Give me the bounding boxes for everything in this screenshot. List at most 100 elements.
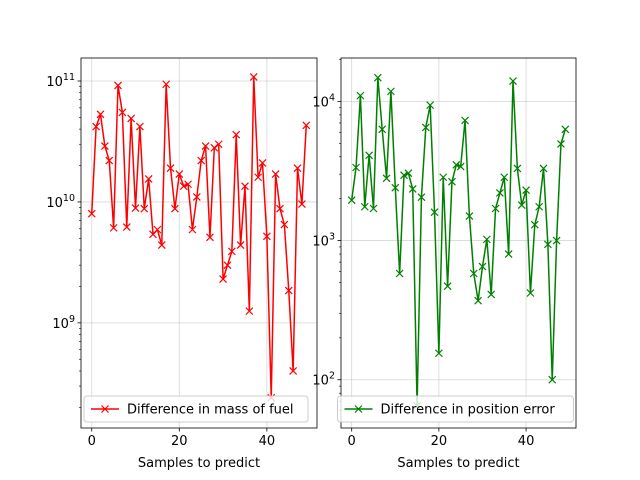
- data-point: [276, 204, 284, 213]
- data-point: [373, 73, 382, 82]
- data-point: [302, 121, 311, 130]
- data-point: [214, 140, 223, 149]
- data-point: [365, 151, 374, 160]
- legend-box: [83, 395, 309, 423]
- data-point: [289, 367, 298, 375]
- data-point: [118, 108, 127, 117]
- data-point: [144, 174, 153, 183]
- data-point: [105, 156, 114, 165]
- data-point: [548, 375, 557, 384]
- data-point: [509, 77, 517, 85]
- data-point: [456, 162, 465, 171]
- data-point: [539, 164, 548, 173]
- x-tick-label: 20: [431, 434, 448, 449]
- data-point: [522, 186, 531, 195]
- x-tick-label: 0: [88, 434, 96, 449]
- data-point: [100, 142, 109, 150]
- data-point: [369, 204, 378, 213]
- data-point: [157, 241, 166, 249]
- data-point: [188, 225, 197, 234]
- data-point: [280, 220, 289, 229]
- data-point: [382, 174, 391, 183]
- data-point: [284, 286, 293, 295]
- data-point: [500, 173, 509, 182]
- x-tick-label: 40: [259, 434, 276, 449]
- data-point: [356, 91, 365, 100]
- series-line: [90, 76, 308, 399]
- data-point: [395, 269, 404, 278]
- data-point: [122, 223, 131, 231]
- x-tick-label: 0: [348, 434, 356, 449]
- data-point: [258, 159, 267, 167]
- data-point: [469, 269, 478, 278]
- data-point: [223, 261, 232, 270]
- plot-area: [81, 58, 317, 428]
- data-point: [552, 236, 561, 245]
- data-point: [249, 73, 258, 81]
- legend: Difference in position error: [337, 395, 574, 423]
- data-point: [293, 164, 302, 173]
- legend-label: Difference in mass of fuel: [127, 403, 294, 418]
- data-point: [206, 233, 214, 242]
- legend-marker: [101, 405, 109, 413]
- data-point: [487, 290, 496, 299]
- legend: Difference in mass of fuel: [83, 395, 309, 423]
- axes-frame: [340, 57, 577, 429]
- data-point: [170, 204, 179, 213]
- data-point: [561, 125, 570, 134]
- data-point: [192, 192, 201, 201]
- data-point: [452, 160, 461, 169]
- data-point: [434, 349, 443, 358]
- data-point: [386, 87, 395, 96]
- data-point: [219, 275, 228, 284]
- series-0: [87, 73, 311, 402]
- data-point: [426, 101, 435, 110]
- data-point: [201, 142, 210, 150]
- y-tick-label: 1011: [46, 72, 75, 90]
- data-point: [162, 80, 171, 89]
- legend-marker: [354, 405, 363, 413]
- data-point: [526, 289, 535, 297]
- data-point: [482, 235, 491, 244]
- data-point: [131, 204, 140, 212]
- data-point: [197, 156, 206, 165]
- data-point: [241, 182, 249, 191]
- y-tick-label: 102: [312, 371, 335, 389]
- axes-frame: [80, 57, 318, 429]
- left-chart: 0 20 40 109 1010 1011 Samples to predict Differ…: [46, 57, 318, 471]
- data-point: [184, 180, 192, 189]
- data-point: [360, 202, 369, 211]
- data-point: [408, 184, 417, 193]
- legend-label: Difference in position error: [381, 403, 556, 418]
- data-point: [87, 209, 96, 218]
- data-point: [262, 232, 271, 241]
- data-point: [513, 164, 522, 173]
- legend-box: [337, 395, 574, 423]
- data-point: [404, 169, 413, 178]
- data-point: [179, 182, 188, 191]
- data-point: [421, 123, 430, 132]
- data-point: [400, 171, 408, 180]
- data-point: [543, 240, 552, 249]
- data-point: [352, 163, 360, 172]
- data-point: [166, 164, 175, 173]
- data-point: [391, 183, 400, 192]
- data-point: [254, 173, 263, 182]
- data-point: [474, 296, 483, 305]
- data-point: [530, 220, 539, 229]
- data-point: [378, 125, 387, 134]
- data-point: [504, 250, 513, 258]
- data-point: [127, 114, 136, 123]
- data-point: [271, 170, 280, 178]
- data-point: [297, 200, 306, 208]
- data-point: [417, 193, 426, 202]
- y-tick-label: 109: [52, 314, 75, 332]
- x-axis-label: Samples to predict: [397, 456, 519, 471]
- data-point: [443, 282, 452, 291]
- data-point: [461, 116, 469, 125]
- x-axis-label: Samples to predict: [138, 456, 260, 471]
- data-point: [227, 247, 236, 256]
- data-point: [517, 201, 526, 209]
- data-point: [236, 241, 245, 249]
- data-point: [245, 307, 254, 316]
